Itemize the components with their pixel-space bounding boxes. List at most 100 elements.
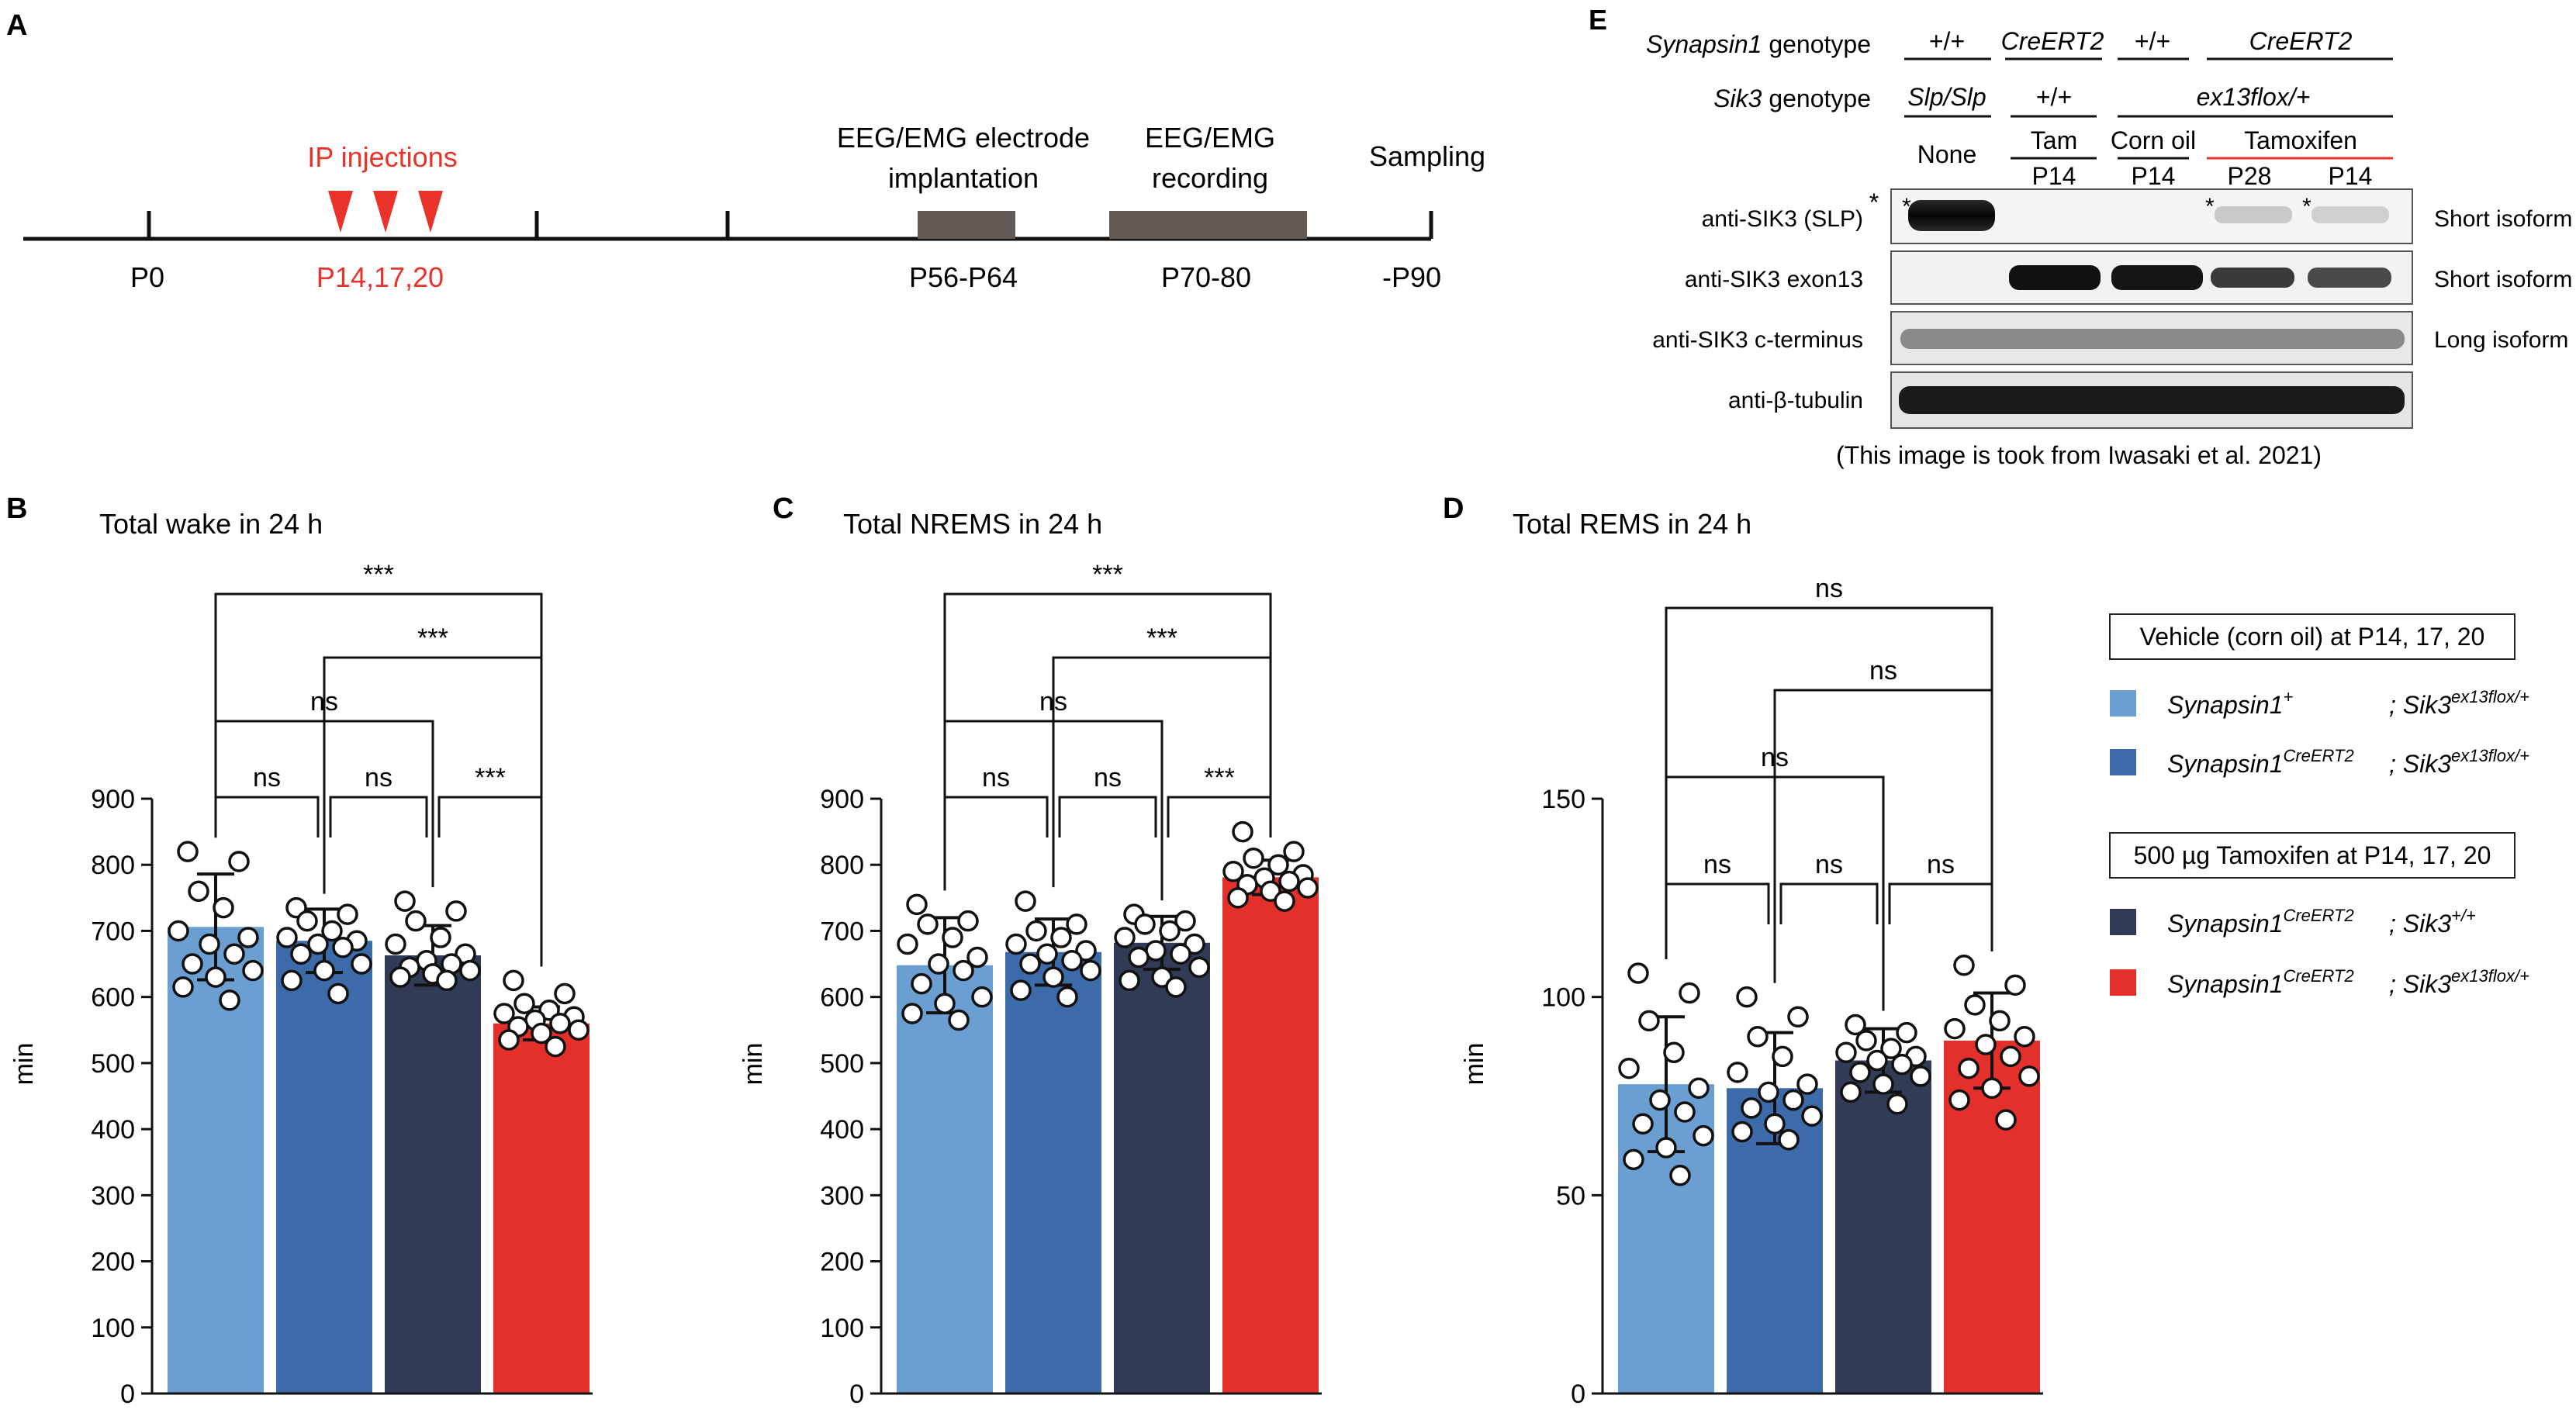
- legend-item-2: Synapsin1CreERT2; Sik3ex13flox/+: [2110, 746, 2529, 778]
- data-point: [966, 946, 988, 969]
- y-tick-label: 700: [820, 917, 864, 946]
- blot-1: * * *: [1890, 188, 2413, 244]
- data-point: [1170, 943, 1191, 965]
- data-point: [385, 933, 406, 955]
- significance-bracket: [1665, 882, 1770, 924]
- data-point: [351, 953, 372, 975]
- data-point: [1618, 1057, 1640, 1079]
- y-tick-label: 600: [820, 983, 864, 1013]
- data-point: [177, 841, 199, 862]
- legend-text: Synapsin1CreERT2; Sik3ex13flox/+: [2167, 966, 2529, 998]
- bar: [897, 965, 993, 1393]
- data-point: [1165, 976, 1187, 998]
- blot-band: [2211, 268, 2294, 288]
- legend-swatch: [2110, 909, 2136, 935]
- data-point: [1758, 1081, 1779, 1103]
- blot-label-4: anti-β-tubulin: [1728, 388, 1863, 413]
- y-axis-label: min: [9, 1043, 39, 1086]
- data-point: [1981, 1077, 2003, 1100]
- significance-label: ***: [363, 560, 394, 589]
- significance-bracket: [214, 796, 320, 837]
- syn-genotype-1: +/+: [1929, 27, 1965, 55]
- data-point: [1891, 1053, 1913, 1076]
- bar: [385, 955, 481, 1393]
- band-star-2: *: [2205, 194, 2215, 219]
- injection-arrow-icon: [328, 191, 353, 233]
- data-point: [1778, 1128, 1800, 1151]
- y-tick-label: 150: [1541, 785, 1585, 814]
- treatment-tam: Tam: [2031, 126, 2077, 154]
- data-point: [1274, 890, 1295, 912]
- data-point: [281, 969, 303, 992]
- data-point: [242, 959, 264, 982]
- data-point: [906, 893, 928, 916]
- data-point: [172, 976, 194, 998]
- injection-arrows: [328, 191, 443, 233]
- panel-label-d: D: [1443, 492, 1464, 525]
- data-point: [2000, 1045, 2021, 1068]
- age-1: P14: [2032, 162, 2076, 190]
- legend-vehicle-label: Vehicle (corn oil) at P14, 17, 20: [2140, 623, 2485, 651]
- data-point: [942, 927, 963, 948]
- data-point: [1796, 1073, 1818, 1095]
- isoform-label-2: Short isoform: [2434, 267, 2572, 292]
- data-point: [1975, 1034, 1997, 1055]
- age-3: P28: [2228, 162, 2272, 190]
- legend-swatch: [2110, 969, 2136, 996]
- data-point: [901, 1003, 923, 1024]
- data-point: [1061, 950, 1083, 972]
- y-tick-label: 0: [120, 1380, 135, 1409]
- significance-label: ***: [1146, 623, 1177, 653]
- data-point: [1764, 1113, 1786, 1135]
- significance-bracket: [1167, 796, 1272, 837]
- data-point: [1010, 979, 1032, 1001]
- data-point: [1669, 1165, 1691, 1186]
- chart-title-rems: Total REMS in 24 h: [1513, 508, 1751, 540]
- data-point: [1801, 1105, 1823, 1127]
- data-point: [327, 983, 349, 1005]
- y-tick-label: 100: [1541, 983, 1585, 1013]
- record-title-2: recording: [1152, 162, 1268, 194]
- data-point: [917, 913, 939, 935]
- data-point: [1736, 986, 1758, 1008]
- record-days: P70-80: [1161, 261, 1251, 293]
- treatment-none: None: [1917, 140, 1977, 168]
- y-tick-label: 400: [91, 1115, 135, 1145]
- bar: [1114, 942, 1210, 1393]
- data-point: [953, 959, 974, 982]
- blot-3: [1890, 311, 2413, 365]
- data-point: [1835, 1041, 1857, 1064]
- data-point: [1297, 877, 1319, 899]
- significance-bracket: [214, 592, 543, 967]
- bar: [493, 1023, 590, 1393]
- data-point: [531, 1022, 552, 1045]
- injection-arrow-icon: [373, 191, 398, 233]
- y-axis-label: min: [738, 1043, 768, 1086]
- data-point: [1025, 920, 1047, 942]
- synapsin-genotype-label: Synapsin1 genotype: [1646, 30, 1871, 58]
- legend-vehicle-box: [2109, 613, 2515, 660]
- data-point: [1880, 1038, 1902, 1059]
- implantation-interval: [918, 211, 1015, 239]
- data-point: [1989, 1010, 2011, 1032]
- legend-text: Synapsin1CreERT2; Sik3ex13flox/+: [2167, 746, 2529, 778]
- data-point: [1741, 1097, 1762, 1119]
- data-point: [934, 993, 956, 1014]
- data-point: [1036, 943, 1058, 965]
- data-point: [1747, 1026, 1769, 1048]
- implant-days: P56-P64: [909, 261, 1018, 293]
- blot-band: [1900, 329, 2405, 349]
- significance-bracket: [1665, 606, 1993, 959]
- significance-label: ns: [1094, 763, 1122, 793]
- data-point: [1663, 1041, 1685, 1064]
- data-point: [1080, 959, 1101, 982]
- data-point: [1075, 940, 1097, 962]
- panel-label-c: C: [773, 492, 794, 525]
- data-point: [436, 969, 458, 992]
- data-point: [1638, 1010, 1660, 1032]
- syn-genotype-3: +/+: [2135, 27, 2170, 55]
- legend-swatch: [2110, 690, 2136, 717]
- significance-label: ns: [982, 763, 1010, 793]
- ip-days-label: P14,17,20: [316, 261, 444, 293]
- sik3-genotype-label: Sik3 genotype: [1713, 85, 1871, 112]
